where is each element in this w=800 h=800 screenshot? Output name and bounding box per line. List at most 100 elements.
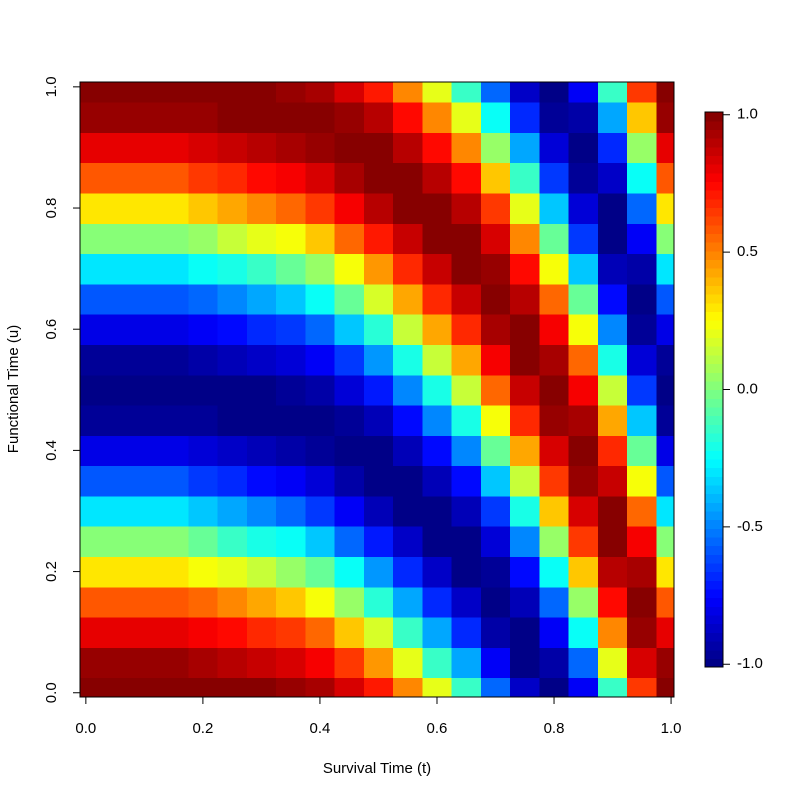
heatmap-cell bbox=[656, 132, 674, 164]
heatmap-cell bbox=[510, 435, 540, 467]
colorbar-swatch bbox=[705, 406, 723, 417]
heatmap-cell bbox=[276, 132, 306, 164]
heatmap-cell bbox=[568, 556, 599, 588]
heatmap-cell bbox=[568, 586, 599, 618]
heatmap-cell bbox=[276, 82, 306, 103]
colorbar-swatch bbox=[705, 346, 723, 356]
colorbar-swatch bbox=[705, 233, 723, 243]
heatmap-cell bbox=[217, 647, 248, 679]
colorbar-swatch bbox=[705, 415, 723, 425]
heatmap-cell bbox=[159, 617, 189, 648]
heatmap-cell bbox=[422, 526, 453, 558]
heatmap-cell bbox=[363, 374, 394, 406]
heatmap-cell bbox=[188, 677, 219, 697]
heatmap-cell bbox=[627, 617, 658, 648]
colorbar-swatch bbox=[705, 337, 723, 347]
colorbar-swatch bbox=[705, 172, 723, 182]
heatmap-cell bbox=[597, 101, 628, 133]
heatmap-cell bbox=[334, 677, 365, 697]
colorbar-swatch bbox=[705, 328, 723, 339]
colorbar-swatch bbox=[705, 606, 723, 616]
heatmap-cell bbox=[334, 404, 365, 436]
x-axis-label: Survival Time (t) bbox=[323, 760, 431, 777]
heatmap-cell bbox=[539, 314, 570, 345]
heatmap-cell bbox=[393, 374, 423, 406]
heatmap-cell bbox=[480, 586, 511, 618]
heatmap-cell bbox=[276, 253, 306, 285]
heatmap-cell bbox=[217, 253, 248, 285]
heatmap-cell bbox=[451, 101, 482, 133]
heatmap-cell bbox=[480, 465, 511, 497]
heatmap-cell bbox=[480, 132, 511, 164]
heatmap-cell bbox=[480, 283, 511, 315]
heatmap-cell bbox=[422, 647, 453, 679]
heatmap-cell bbox=[305, 101, 336, 133]
heatmap-cell bbox=[393, 465, 423, 497]
colorbar-swatch bbox=[705, 536, 723, 547]
heatmap-cell bbox=[393, 435, 423, 467]
heatmap-cell bbox=[363, 435, 394, 467]
heatmap-cell bbox=[334, 253, 365, 285]
heatmap-cell bbox=[451, 556, 482, 588]
heatmap-cell bbox=[422, 495, 453, 527]
heatmap-cell bbox=[188, 617, 219, 648]
heatmap-cell bbox=[305, 162, 336, 194]
heatmap-cell bbox=[393, 677, 423, 697]
heatmap-cell bbox=[159, 435, 189, 467]
heatmap-cell bbox=[80, 314, 102, 345]
heatmap-cell bbox=[363, 647, 394, 679]
colorbar-swatch bbox=[705, 311, 723, 321]
heatmap-cell bbox=[305, 677, 336, 697]
heatmap-cell bbox=[188, 374, 219, 406]
heatmap-cell bbox=[568, 192, 599, 224]
heatmap-cell bbox=[656, 647, 674, 679]
x-tick-label: 0.6 bbox=[427, 720, 448, 737]
heatmap-cell bbox=[539, 647, 570, 679]
heatmap-cell bbox=[480, 223, 511, 255]
heatmap-cell bbox=[246, 344, 277, 376]
colorbar-swatch bbox=[705, 640, 723, 651]
heatmap-cell bbox=[305, 556, 336, 588]
heatmap-cell bbox=[334, 647, 365, 679]
colorbar-tick-label: -1.0 bbox=[737, 655, 763, 672]
heatmap-cell bbox=[510, 162, 540, 194]
colorbar-swatch bbox=[705, 432, 723, 443]
heatmap-cell bbox=[627, 586, 658, 618]
heatmap-cell bbox=[363, 192, 394, 224]
heatmap-cell bbox=[568, 101, 599, 133]
colorbar-swatch bbox=[705, 112, 723, 122]
heatmap-cell bbox=[129, 192, 160, 224]
heatmap-cell bbox=[80, 435, 102, 467]
heatmap-cell bbox=[393, 223, 423, 255]
heatmap-cell bbox=[305, 344, 336, 376]
heatmap-cell bbox=[246, 617, 277, 648]
heatmap-cell bbox=[656, 101, 674, 133]
heatmap-cell bbox=[334, 283, 365, 315]
heatmap-cell bbox=[100, 223, 131, 255]
heatmap-cell bbox=[422, 101, 453, 133]
heatmap-cell bbox=[451, 617, 482, 648]
heatmap-cell bbox=[422, 374, 453, 406]
heatmap-cell bbox=[510, 526, 540, 558]
heatmap-cell bbox=[305, 132, 336, 164]
heatmap-cell bbox=[188, 495, 219, 527]
colorbar-swatch bbox=[705, 207, 723, 217]
heatmap-cell bbox=[246, 162, 277, 194]
heatmap-cell bbox=[80, 101, 102, 133]
heatmap-cell bbox=[100, 253, 131, 285]
colorbar-swatch bbox=[705, 424, 723, 434]
heatmap-cell bbox=[305, 253, 336, 285]
heatmap-cell bbox=[627, 162, 658, 194]
heatmap-cell bbox=[100, 162, 131, 194]
heatmap-cell bbox=[129, 132, 160, 164]
heatmap-cell bbox=[422, 253, 453, 285]
heatmap-cell bbox=[451, 526, 482, 558]
heatmap-cell bbox=[80, 162, 102, 194]
heatmap-cell bbox=[217, 617, 248, 648]
heatmap-cell bbox=[276, 556, 306, 588]
heatmap-cell bbox=[246, 435, 277, 467]
heatmap-cell bbox=[188, 556, 219, 588]
heatmap-cell bbox=[568, 404, 599, 436]
heatmap-cell bbox=[188, 132, 219, 164]
heatmap-cell bbox=[480, 677, 511, 697]
